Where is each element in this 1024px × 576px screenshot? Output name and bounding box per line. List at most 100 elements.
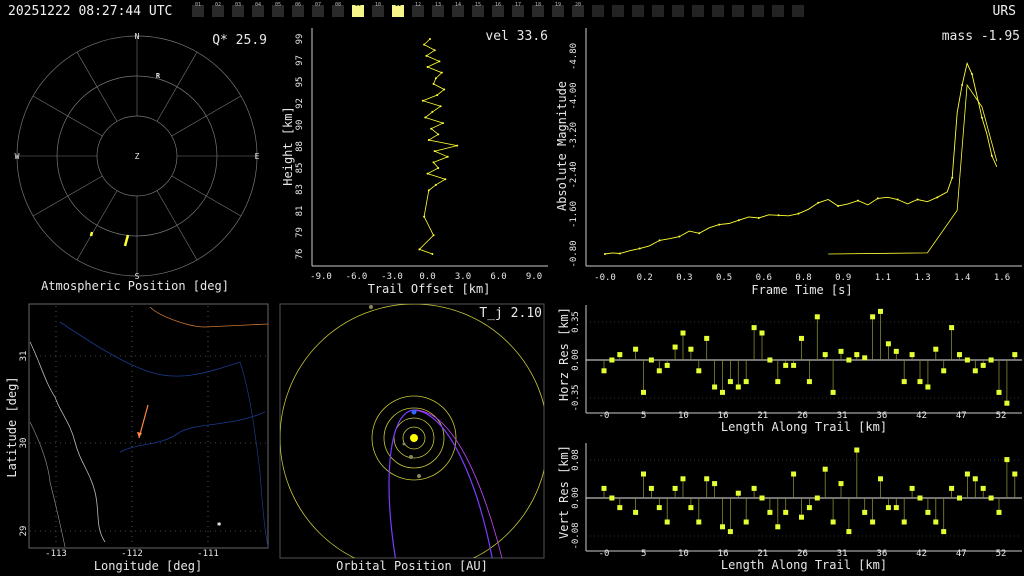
res-point [957, 495, 962, 501]
res-xtick: 36 [876, 549, 887, 559]
radiant-marker: R [156, 72, 161, 80]
ground-track-arrowhead [137, 432, 142, 438]
m-ytick: -4.80 [569, 43, 579, 70]
magnitude-point [797, 212, 800, 215]
orbit-title: Orbital Position [AU] [336, 559, 488, 573]
frame-tick: 03 [232, 2, 244, 17]
magnitude-point [896, 198, 899, 201]
height-trail [418, 38, 459, 255]
sky-spoke [76, 51, 118, 122]
height-point [432, 234, 435, 237]
height-point [433, 49, 436, 52]
res-point [1012, 352, 1018, 358]
frame-tick: 18 [532, 2, 544, 17]
vert-res-ylabel: Vert Res [km] [557, 445, 571, 539]
sky-spoke [156, 51, 198, 122]
h-xtick: -9.0 [310, 272, 332, 282]
frame-tick: 14 [452, 2, 464, 17]
m-xtick: 0.3 [676, 273, 692, 283]
m-ytick: -4.00 [569, 82, 579, 109]
res-point [617, 352, 623, 358]
meteoroid-orbit-alt [413, 409, 503, 558]
res-point [1004, 457, 1010, 463]
h-xtick: -3.0 [381, 272, 403, 282]
magnitude-point [980, 116, 983, 119]
river-2 [119, 411, 266, 453]
frame-tick-empty [632, 5, 644, 17]
res-point [767, 357, 773, 363]
height-point [434, 183, 437, 186]
res-point [775, 379, 781, 385]
res-ytick: 0.00 [571, 487, 581, 509]
height-point [425, 54, 428, 57]
res-point [704, 335, 710, 341]
frame-tick: 02 [212, 2, 224, 17]
res-point [878, 308, 883, 314]
height-point [423, 215, 426, 218]
res-point [870, 519, 876, 525]
res-point [759, 330, 765, 336]
res-point [720, 524, 725, 530]
vert-res-marks [601, 447, 1018, 535]
frame-tick-empty [792, 5, 804, 17]
border-line [149, 306, 269, 328]
frame-tick: 11 [392, 2, 404, 17]
magnitude-point [971, 73, 974, 76]
sun-marker [410, 434, 418, 442]
res-point [735, 384, 741, 390]
height-point [433, 150, 436, 153]
frame-tick-empty [652, 5, 664, 17]
sky-spoke [32, 175, 103, 217]
res-xtick: 47 [956, 549, 967, 559]
earth-orbit [383, 407, 445, 469]
horizontal-residual-plot: -0 5 10 16 21 26 31 36 42 47 52 0.35 0.00 -0.35 Lengt… [557, 305, 1022, 434]
magnitude-point [718, 223, 721, 226]
res-point [601, 485, 607, 491]
h-ytick: 99 [295, 34, 305, 45]
res-point [751, 325, 757, 331]
res-xtick: 31 [837, 549, 848, 559]
res-point [806, 379, 812, 385]
river-3 [239, 361, 269, 548]
magnitude-point [837, 205, 840, 208]
height-point [440, 71, 443, 74]
m-xtick: 1.1 [875, 273, 891, 283]
magnitude-point [604, 253, 606, 255]
venus-marker [409, 455, 413, 459]
coastline [29, 341, 106, 543]
river-1 [59, 321, 241, 377]
coastline-west [29, 421, 66, 548]
sky-spoke [32, 95, 103, 137]
height-xlabel: Trail Offset [km] [368, 282, 491, 296]
h-ytick: 85 [295, 163, 305, 174]
res-point [696, 519, 702, 525]
height-point [423, 43, 426, 46]
res-point [712, 384, 718, 390]
magnitude-point [638, 247, 641, 250]
res-point [735, 490, 741, 496]
m-ytick: -1.60 [569, 201, 579, 228]
tisserand-label: T_j 2.10 [479, 306, 542, 321]
height-line [418, 38, 458, 255]
res-point [925, 384, 931, 390]
height-point [439, 105, 442, 108]
res-point [633, 509, 639, 515]
h-xtick: -6.0 [346, 272, 368, 282]
res-point [885, 341, 891, 347]
frame-tick: 05 [272, 2, 284, 17]
m-xtick: 0.6 [756, 273, 772, 283]
height-point [421, 99, 424, 102]
res-point [688, 505, 694, 511]
res-point [767, 509, 773, 515]
height-point [436, 94, 439, 97]
m-xtick: 0.9 [835, 273, 851, 283]
res-point [609, 357, 615, 363]
res-xtick: 5 [641, 411, 646, 421]
frame-tick: 08 [332, 2, 344, 17]
frame-tick: 10 [372, 2, 384, 17]
res-point [799, 514, 804, 520]
h-xtick: 3.0 [455, 272, 471, 282]
res-point [664, 362, 670, 368]
sky-spoke [156, 190, 198, 261]
res-point [830, 389, 836, 395]
